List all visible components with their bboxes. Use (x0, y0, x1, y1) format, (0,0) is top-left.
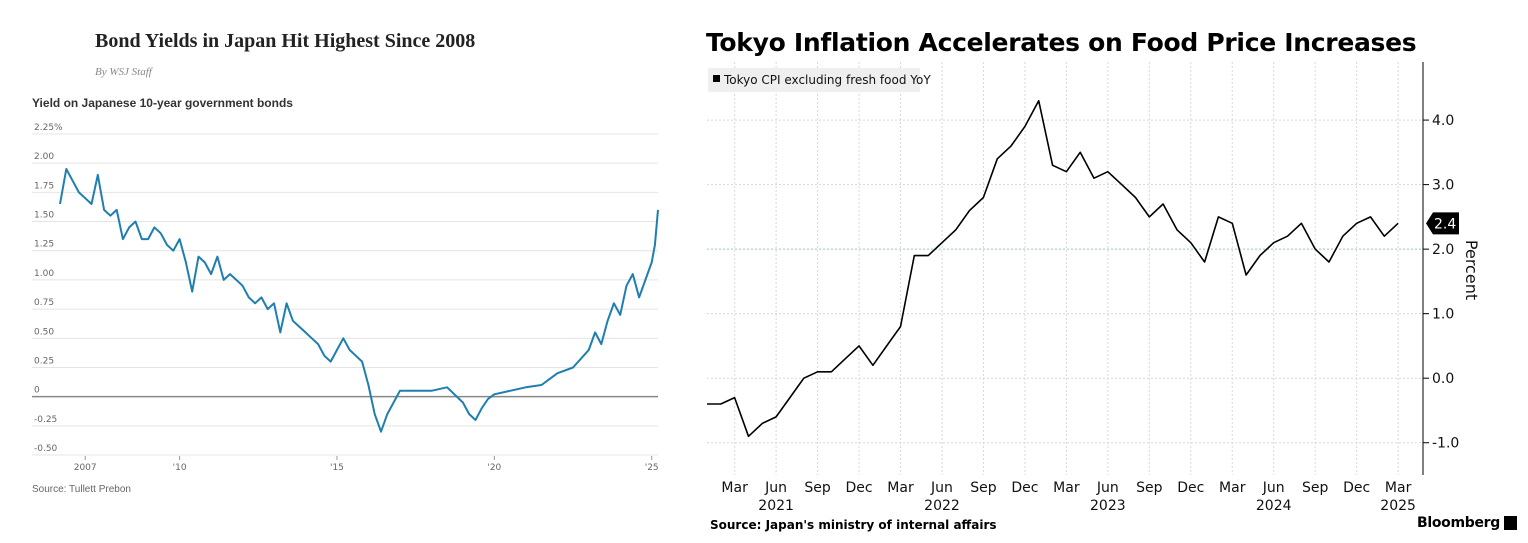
x-tick-label: Dec (1177, 480, 1204, 496)
x-tick-label: Sep (1302, 480, 1329, 496)
bloomberg-chart-title: Tokyo Inflation Accelerates on Food Pric… (706, 28, 1417, 57)
x-tick-label: Sep (1136, 480, 1163, 496)
y-tick-label: -0.50 (34, 444, 58, 454)
bloomberg-terminal-icon (1504, 516, 1517, 530)
x-tick-label: Jun (1262, 480, 1285, 496)
x-tick-label: Jun (764, 480, 787, 496)
cpi-series-line (707, 99, 1399, 438)
x-tick-label: Mar (721, 480, 748, 496)
legend-label: Tokyo CPI excluding fresh food YoY (723, 73, 931, 87)
x-tick-label: Dec (1343, 480, 1370, 496)
last-value-label: 2.4 (1434, 216, 1456, 232)
y-tick-label: -1.0 (1432, 436, 1459, 452)
y-tick-label: 1.75 (34, 181, 54, 191)
x-tick-label: Dec (1011, 480, 1038, 496)
wsj-byline: By WSJ Staff (95, 66, 152, 78)
x-tick-label: '20 (487, 463, 501, 473)
x-tick-label: Mar (887, 480, 914, 496)
y-tick-label: 2.00 (34, 152, 54, 162)
y-tick-label: 0.75 (34, 298, 54, 308)
bloomberg-source: Source: Japan's ministry of internal aff… (710, 518, 997, 532)
x-tick-label: Mar (1385, 480, 1412, 496)
bloomberg-line-chart: Mar Jun Sep Dec Mar Jun Sep Dec Mar Jun Sep Dec Mar J… (707, 62, 1481, 514)
legend-swatch (713, 75, 720, 82)
y-tick-label: 1.50 (34, 211, 54, 221)
y-tick-label: 2.0 (1432, 242, 1454, 258)
y-tick-label: 1.00 (34, 269, 54, 279)
y-axis-title: Percent (1462, 240, 1481, 300)
y-tick-label: 0.25 (34, 356, 54, 366)
x-tick-label: '10 (173, 463, 187, 473)
x-tick-label: '15 (330, 463, 344, 473)
x-year-label: 2025 (1380, 498, 1416, 514)
wsj-chart-panel: Bond Yields in Japan Hit Highest Since 2… (0, 0, 700, 543)
bloomberg-logo: Bloomberg (1416, 515, 1500, 531)
y-tick-label: 0.50 (34, 327, 54, 337)
legend-box (708, 68, 920, 92)
x-tick-label: Jun (930, 480, 953, 496)
x-tick-label: Jun (1096, 480, 1119, 496)
y-tick-label: 2.25% (34, 123, 63, 133)
wsj-chart-subtitle: Yield on Japanese 10-year government bon… (32, 96, 293, 110)
x-year-label: 2021 (758, 498, 794, 514)
last-value-marker (1426, 212, 1459, 235)
wsj-source: Source: Tullett Prebon (32, 484, 131, 495)
x-tick-label: 2007 (74, 463, 97, 473)
y-tick-label: 4.0 (1432, 113, 1454, 129)
y-tick-label: 3.0 (1432, 178, 1454, 194)
yield-series-line (59, 168, 659, 433)
wsj-chart-title: Bond Yields in Japan Hit Highest Since 2… (95, 30, 476, 52)
wsj-line-chart: 2.25% 2.00 1.75 1.50 1.25 1.00 0.75 0.50 0.25 0 -0… (32, 123, 659, 473)
x-year-label: 2023 (1090, 498, 1126, 514)
x-year-label: 2024 (1256, 498, 1292, 514)
y-tick-label: 1.25 (34, 240, 54, 250)
x-tick-label: Mar (1219, 480, 1246, 496)
y-tick-label: 1.0 (1432, 307, 1454, 323)
x-tick-label: Dec (845, 480, 872, 496)
x-tick-label: Sep (970, 480, 997, 496)
x-tick-label: Sep (804, 480, 831, 496)
y-tick-label: 0 (34, 386, 40, 396)
bloomberg-chart-panel: Tokyo Inflation Accelerates on Food Pric… (700, 0, 1528, 543)
x-tick-label: '25 (645, 463, 659, 473)
x-year-label: 2022 (924, 498, 960, 514)
y-tick-label: 0.0 (1432, 371, 1454, 387)
x-tick-label: Mar (1053, 480, 1080, 496)
y-tick-label: -0.25 (34, 415, 57, 425)
